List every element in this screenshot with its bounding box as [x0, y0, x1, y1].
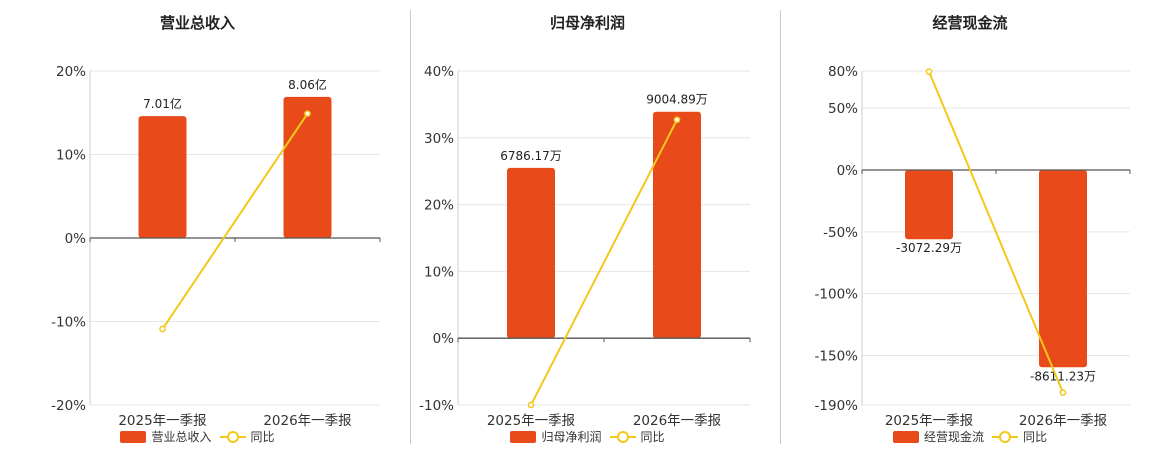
legend-item-bar[interactable]: 营业总收入 [120, 428, 212, 445]
chart-title: 经营现金流 [932, 14, 1008, 32]
y-tick-label: -10% [419, 398, 454, 414]
chart-plot: 80% 50% 0% -50% -100% -150% -190% -3072.29万 -861… [815, 64, 1131, 429]
bar [138, 116, 187, 238]
bar [1039, 169, 1087, 368]
chart-legend: 归母净利润 同比 [395, 428, 780, 445]
y-tick-label: -190% [815, 398, 859, 414]
legend-bar-label: 经营现金流 [923, 430, 984, 444]
y-tick-label: -150% [815, 349, 859, 365]
chart-title: 归母净利润 [549, 14, 625, 32]
legend-line-label: 同比 [640, 430, 665, 444]
yoy-point [673, 116, 681, 124]
x-tick-label: 2025年一季报 [885, 413, 973, 429]
y-tick-label: 30% [424, 131, 454, 147]
legend-bar-label: 营业总收入 [151, 430, 212, 444]
chart-legend: 经营现金流 同比 [780, 428, 1160, 445]
panel-divider [410, 10, 411, 444]
bar-data-label: 6786.17万 [500, 149, 562, 163]
y-tick-label: 50% [828, 101, 858, 117]
bar [653, 111, 701, 339]
legend-bar-swatch [892, 430, 919, 443]
legend-line-swatch [219, 430, 246, 443]
bar-data-label: 9004.89万 [646, 93, 708, 107]
yoy-line [928, 71, 1064, 394]
x-tick-label: 2026年一季报 [263, 413, 351, 429]
bar [507, 167, 555, 339]
x-tick-label: 2026年一季报 [1019, 413, 1107, 429]
panel-divider [780, 10, 781, 444]
chart-panel-cash-flow: 经营现金流 80% 50% 0% -50% -100% -150% -190% -3072.2… [780, 0, 1160, 450]
x-tick-label: 2025年一季报 [487, 413, 575, 429]
y-tick-label: 20% [424, 198, 454, 214]
bar-data-label: 8.06亿 [288, 77, 327, 92]
y-tick-label: -20% [51, 398, 86, 414]
y-tick-label: 0% [65, 231, 87, 247]
x-tick-label: 2026年一季报 [633, 413, 721, 429]
yoy-point [925, 68, 933, 75]
y-tick-label: 0% [837, 163, 859, 179]
yoy-point [527, 401, 535, 409]
legend-item-line[interactable]: 同比 [992, 428, 1047, 445]
yoy-point [1059, 389, 1067, 396]
y-tick-label: 20% [56, 64, 86, 80]
bar [905, 169, 953, 240]
legend-item-bar[interactable]: 经营现金流 [892, 428, 984, 445]
legend-line-label: 同比 [1023, 430, 1048, 444]
yoy-point [159, 325, 166, 333]
y-tick-label: 40% [424, 64, 454, 80]
chart-panel-net-profit: 归母净利润 40% 30% 20% 10% 0% -10% 6786.17万 9004.89万… [395, 0, 780, 450]
yoy-point [304, 110, 311, 117]
chart-plot: 40% 30% 20% 10% 0% -10% 6786.17万 9004.89万 2025年一… [419, 64, 751, 429]
bar-data-label: -3072.29万 [896, 241, 962, 255]
legend-line-swatch [609, 430, 636, 443]
y-tick-label: -10% [51, 315, 86, 331]
y-tick-label: -100% [815, 287, 859, 303]
yoy-line [530, 119, 678, 406]
legend-line-label: 同比 [250, 430, 275, 444]
legend-line-swatch [992, 430, 1018, 443]
bar-data-label: -8611.23万 [1030, 369, 1096, 383]
y-tick-label: 10% [424, 264, 454, 280]
legend-bar-label: 归母净利润 [541, 430, 602, 444]
chart-title: 营业总收入 [159, 14, 235, 32]
x-tick-label: 2025年一季报 [118, 413, 206, 429]
legend-bar-swatch [120, 430, 147, 443]
chart-panel-revenue: 营业总收入 20% 10% 0% -10% -20% 7.01亿 8.06亿 2025年一季报… [0, 0, 395, 450]
bar [283, 96, 332, 238]
yoy-line [161, 113, 309, 330]
chart-plot: 20% 10% 0% -10% -20% 7.01亿 8.06亿 2025年一季报 2026年一… [51, 64, 381, 429]
y-tick-label: 80% [828, 64, 858, 80]
bar-data-label: 7.01亿 [143, 96, 182, 111]
legend-item-bar[interactable]: 归母净利润 [510, 428, 602, 445]
y-tick-label: 10% [56, 148, 86, 164]
legend-item-line[interactable]: 同比 [609, 428, 665, 445]
y-tick-label: -50% [823, 225, 858, 241]
legend-bar-swatch [510, 430, 537, 443]
chart-legend: 营业总收入 同比 [0, 428, 395, 445]
y-tick-label: 0% [433, 331, 455, 347]
legend-item-line[interactable]: 同比 [219, 428, 275, 445]
